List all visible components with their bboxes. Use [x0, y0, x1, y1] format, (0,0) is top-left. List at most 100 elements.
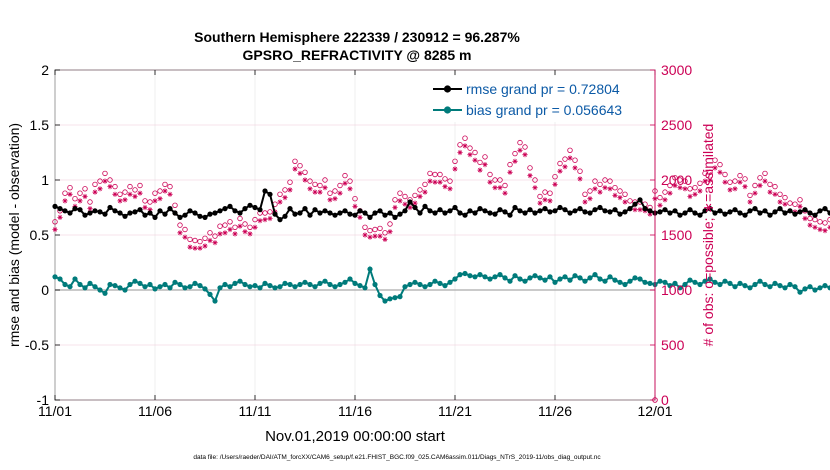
- rmse-point: [677, 212, 683, 218]
- y-right-axis-ticks: 0 500 1000 1500 2000 2500 3000: [650, 62, 692, 408]
- x-axis-label: Nov.01,2019 00:00:00 start: [265, 428, 446, 445]
- rmse-point: [112, 208, 118, 214]
- legend-entry-rmse: rmse grand pr = 0.72804: [433, 81, 620, 97]
- rmse-point: [422, 203, 428, 209]
- obs-possible-point: [697, 180, 703, 186]
- obs-possible-point: [622, 191, 628, 197]
- obs-assimilated-point: [577, 176, 583, 182]
- rmse-point: [362, 210, 368, 216]
- obs-assimilated-point: [87, 206, 93, 212]
- obs-assimilated-point: [502, 190, 508, 196]
- y-right-tick-label: 0: [661, 392, 669, 408]
- bias-point: [797, 289, 803, 295]
- y-left-tick-label: 1.5: [30, 117, 50, 133]
- rmse-point: [257, 207, 263, 213]
- rmse-point: [562, 207, 568, 213]
- rmse-point: [132, 209, 138, 215]
- legend-rmse-marker: [443, 85, 452, 93]
- rmse-point: [157, 208, 163, 214]
- rmse-point: [152, 214, 158, 220]
- rmse-point: [87, 210, 93, 216]
- bias-point: [172, 279, 178, 285]
- obs-possible-point: [582, 191, 588, 197]
- bias-point: [62, 281, 68, 288]
- rmse-point: [392, 214, 398, 220]
- obs-possible-point: [467, 145, 473, 151]
- obs-assimilated-point: [802, 215, 808, 222]
- rmse-point: [357, 208, 363, 214]
- obs-assimilated-point: [217, 231, 223, 237]
- data-file-footer: data file: /Users/raeder/DAI/ATM_forcXX/…: [193, 454, 601, 461]
- rmse-point: [62, 208, 68, 214]
- rmse-point: [297, 210, 303, 216]
- obs-assimilated-point: [102, 178, 108, 184]
- rmse-point: [462, 212, 468, 218]
- obs-assimilated-point: [52, 226, 58, 233]
- obs-possible-point: [782, 194, 788, 201]
- rmse-point: [347, 211, 353, 217]
- bias-point: [462, 270, 468, 277]
- obs-possible-point: [297, 162, 303, 169]
- obs-assimilated-point: [517, 147, 523, 153]
- obs-assimilated-point: [257, 218, 263, 224]
- obs-possible-point: [237, 215, 243, 222]
- obs-possible-point: [817, 219, 823, 225]
- obs-assimilated-point: [362, 232, 368, 238]
- obs-possible-point: [142, 198, 148, 204]
- obs-assimilated-point: [352, 203, 358, 209]
- obs-assimilated-point: [282, 195, 288, 201]
- obs-assimilated-point: [222, 230, 228, 236]
- obs-assimilated-point: [617, 195, 623, 201]
- bias-point: [437, 280, 443, 286]
- bias-point: [337, 281, 343, 288]
- obs-possible-point: [372, 226, 378, 233]
- obs-assimilated-point: [312, 189, 318, 195]
- bias-point: [417, 281, 423, 288]
- bias-point: [577, 275, 583, 281]
- obs-assimilated-point: [392, 204, 398, 211]
- obs-assimilated-point: [572, 165, 578, 171]
- bias-point: [207, 291, 213, 297]
- obs-possible-point: [682, 178, 688, 184]
- obs-possible-point: [67, 184, 73, 191]
- rmse-point: [397, 211, 403, 217]
- obs-assimilated-point: [547, 198, 553, 204]
- bias-point: [272, 285, 278, 291]
- bias-point: [517, 276, 523, 282]
- rmse-point: [192, 210, 198, 216]
- x-tick-label: 11/06: [138, 403, 172, 419]
- rmse-point: [767, 212, 773, 218]
- rmse-point: [792, 211, 798, 217]
- rmse-point: [252, 204, 258, 211]
- obs-possible-point: [627, 198, 633, 204]
- bias-point: [247, 284, 253, 290]
- obs-possible-point: [412, 192, 418, 199]
- rmse-point: [772, 209, 778, 215]
- rmse-point: [292, 211, 298, 217]
- obs-possible-point: [747, 192, 753, 199]
- bias-point: [82, 285, 88, 291]
- obs-possible-point: [522, 144, 528, 150]
- rmse-point: [77, 207, 83, 213]
- bias-point: [502, 275, 508, 281]
- rmse-point: [732, 207, 738, 213]
- chart-title-line2: GPSRO_REFRACTIVITY @ 8285 m: [243, 47, 472, 63]
- rmse-point: [147, 210, 153, 216]
- rmse-point: [742, 212, 748, 218]
- obs-assimilated-point: [687, 193, 693, 200]
- obs-possible-point: [152, 190, 158, 196]
- obs-possible-point: [382, 230, 388, 236]
- obs-possible-point: [327, 190, 333, 196]
- rmse-point: [52, 203, 58, 209]
- rmse-point: [417, 210, 423, 216]
- rmse-point: [457, 210, 463, 216]
- obs-possible-point: [97, 178, 103, 184]
- obs-assimilated-point: [512, 158, 518, 164]
- bias-point: [702, 278, 708, 284]
- bias-point: [342, 279, 348, 285]
- obs-assimilated-point: [402, 201, 408, 207]
- y-right-tick-label: 1500: [661, 227, 692, 243]
- obs-possible-point: [482, 154, 488, 160]
- obs-possible-point: [732, 178, 738, 184]
- obs-assimilated-point: [82, 193, 88, 200]
